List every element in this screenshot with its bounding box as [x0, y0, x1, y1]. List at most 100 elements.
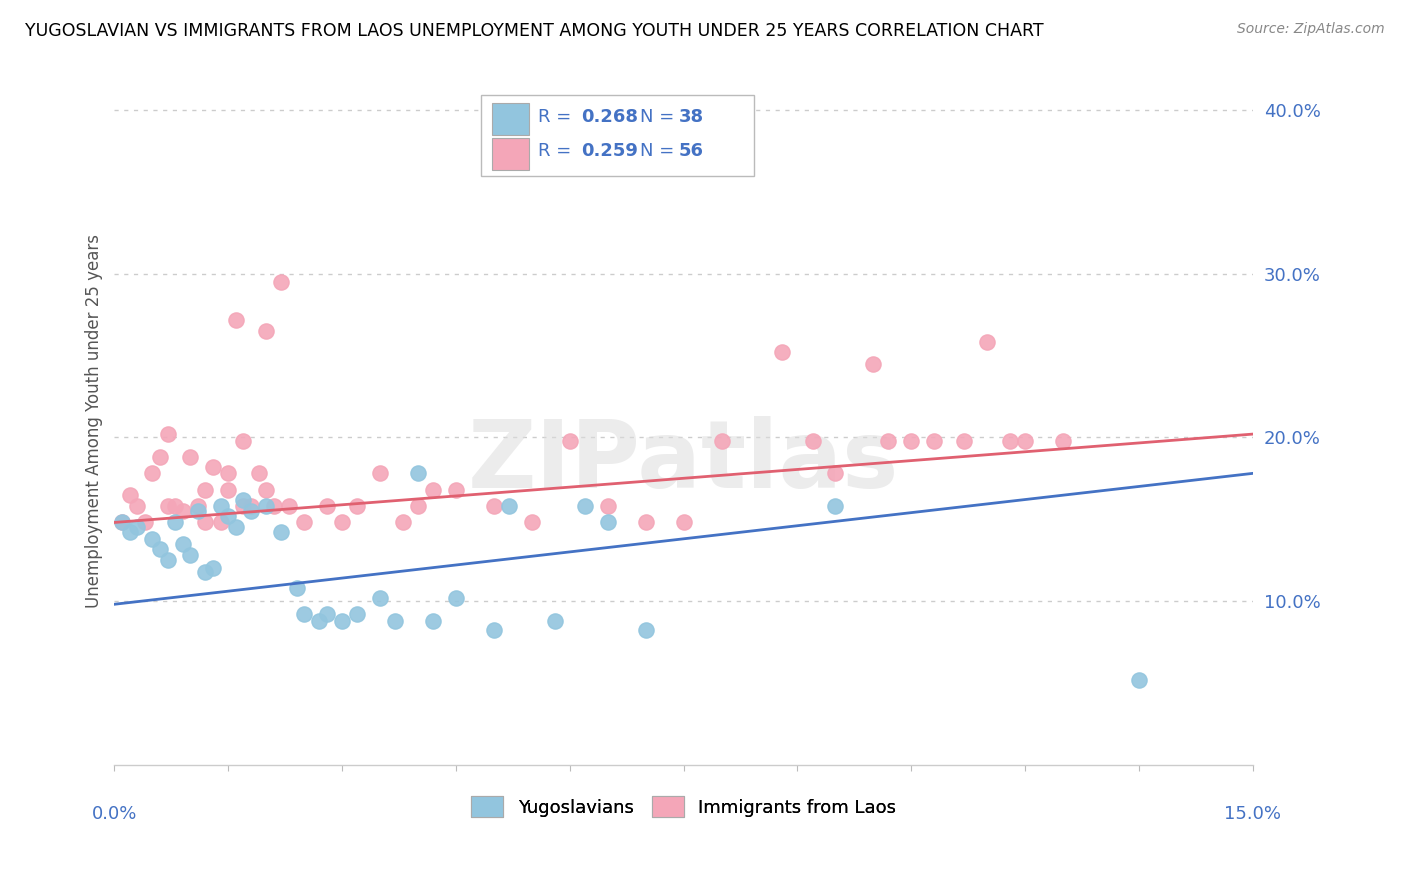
Text: N =: N = [640, 142, 681, 160]
Point [149, 541, 172, 556]
Point [179, 450, 201, 464]
Text: R =: R = [538, 108, 576, 126]
Text: 56: 56 [679, 142, 704, 160]
Point [165, 499, 187, 513]
Point [232, 492, 254, 507]
Point [225, 312, 247, 326]
Point [202, 561, 225, 575]
Point [172, 537, 194, 551]
Point [270, 525, 292, 540]
Point [127, 520, 149, 534]
Point [482, 624, 505, 638]
Point [165, 516, 187, 530]
Point [1052, 434, 1074, 448]
Point [127, 499, 149, 513]
FancyBboxPatch shape [481, 95, 754, 176]
Point [254, 499, 277, 513]
Point [156, 427, 179, 442]
Point [520, 516, 543, 530]
Point [953, 434, 976, 448]
Text: Source: ZipAtlas.com: Source: ZipAtlas.com [1237, 22, 1385, 37]
Point [187, 499, 209, 513]
Point [232, 499, 254, 513]
Point [346, 499, 368, 513]
Point [308, 614, 330, 628]
Text: 0.268: 0.268 [581, 108, 638, 126]
Point [118, 488, 141, 502]
Point [225, 520, 247, 534]
Point [278, 499, 301, 513]
Point [498, 499, 520, 513]
Point [187, 504, 209, 518]
Point [172, 504, 194, 518]
Point [330, 614, 353, 628]
Point [111, 516, 134, 530]
Point [862, 357, 884, 371]
Text: 0.259: 0.259 [581, 142, 638, 160]
Point [330, 516, 353, 530]
Point [141, 532, 163, 546]
Point [346, 607, 368, 621]
Point [922, 434, 945, 448]
Point [543, 614, 565, 628]
Point [315, 607, 337, 621]
Point [384, 614, 406, 628]
Point [217, 508, 239, 523]
Point [368, 467, 391, 481]
Text: 0.0%: 0.0% [91, 805, 138, 823]
Point [149, 450, 172, 464]
Point [976, 335, 998, 350]
Point [900, 434, 922, 448]
Point [194, 565, 217, 579]
Text: 15.0%: 15.0% [1225, 805, 1281, 823]
Point [156, 499, 179, 513]
Point [422, 483, 444, 497]
Point [596, 516, 619, 530]
Point [634, 624, 657, 638]
Point [111, 516, 134, 530]
Point [270, 275, 292, 289]
Point [406, 499, 429, 513]
Point [217, 467, 239, 481]
FancyBboxPatch shape [492, 103, 529, 136]
Point [202, 459, 225, 474]
Point [315, 499, 337, 513]
Point [596, 499, 619, 513]
Point [240, 504, 263, 518]
Point [134, 516, 156, 530]
Text: YUGOSLAVIAN VS IMMIGRANTS FROM LAOS UNEMPLOYMENT AMONG YOUTH UNDER 25 YEARS CORR: YUGOSLAVIAN VS IMMIGRANTS FROM LAOS UNEM… [25, 22, 1043, 40]
Point [118, 525, 141, 540]
Point [574, 499, 596, 513]
Point [232, 434, 254, 448]
Point [209, 499, 232, 513]
Point [285, 581, 308, 595]
Point [156, 553, 179, 567]
Point [558, 434, 581, 448]
Point [770, 345, 793, 359]
Point [247, 467, 270, 481]
Point [444, 483, 467, 497]
Point [292, 516, 315, 530]
Point [444, 591, 467, 605]
Point [254, 483, 277, 497]
Point [240, 499, 263, 513]
Point [672, 516, 695, 530]
Text: R =: R = [538, 142, 576, 160]
Point [1128, 673, 1150, 687]
Point [801, 434, 824, 448]
Point [179, 548, 201, 562]
Point [1014, 434, 1036, 448]
Text: N =: N = [640, 108, 681, 126]
Point [141, 467, 163, 481]
Point [824, 467, 846, 481]
Point [217, 483, 239, 497]
Text: ZIPatlas: ZIPatlas [468, 417, 900, 508]
Point [998, 434, 1021, 448]
FancyBboxPatch shape [492, 137, 529, 169]
Point [391, 516, 413, 530]
Point [482, 499, 505, 513]
Point [422, 614, 444, 628]
Point [254, 324, 277, 338]
Text: 38: 38 [679, 108, 704, 126]
Point [292, 607, 315, 621]
